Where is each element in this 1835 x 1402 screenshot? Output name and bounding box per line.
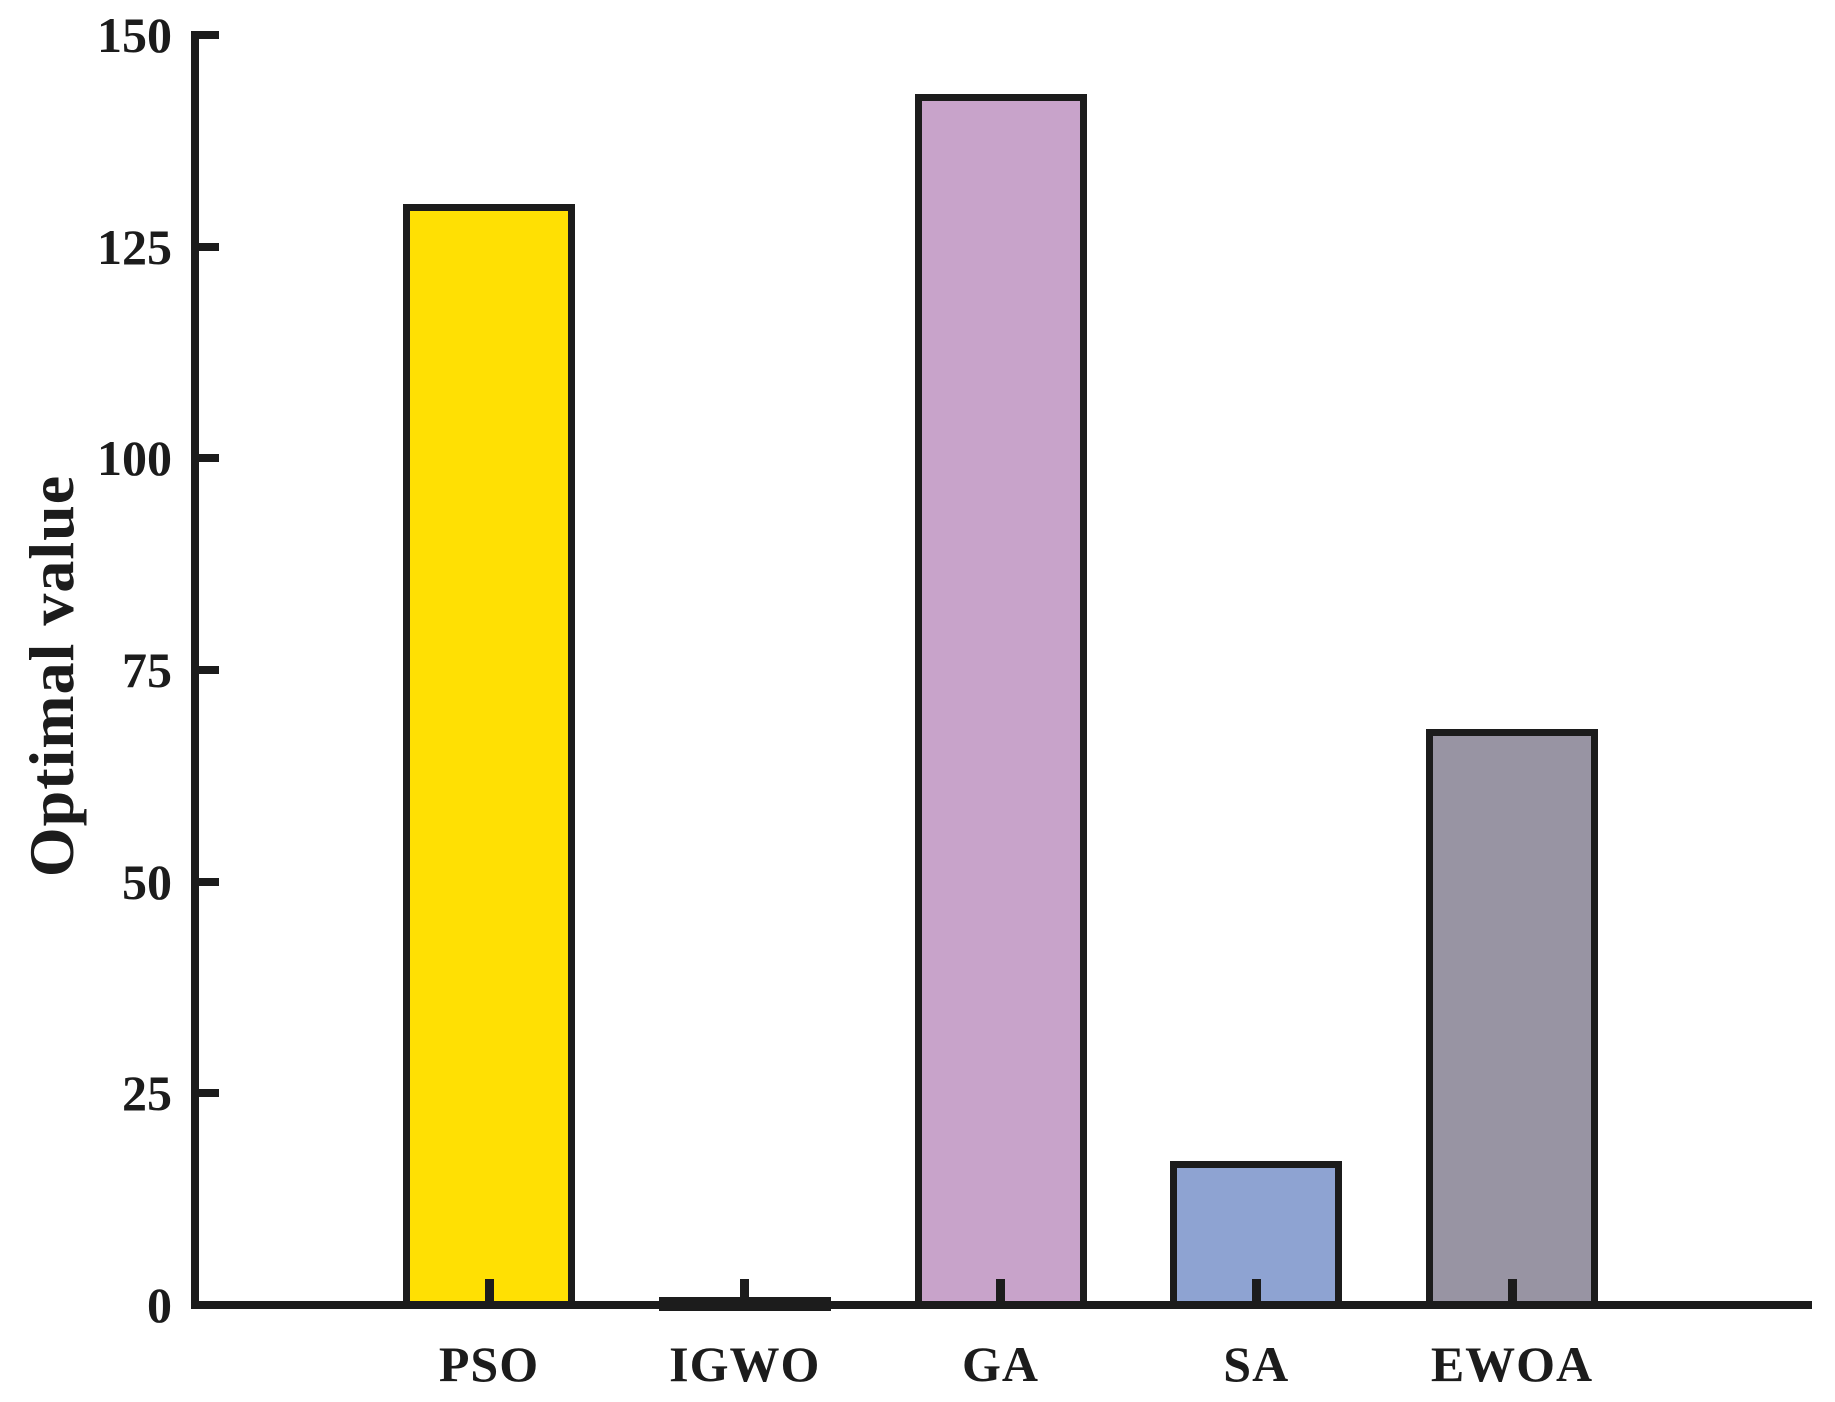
x-tick <box>996 1279 1005 1301</box>
x-tick <box>740 1279 750 1301</box>
x-axis-label-sa: SA <box>1223 1336 1290 1392</box>
x-axis-label-ewoa: EWOA <box>1430 1336 1594 1392</box>
y-axis-line <box>191 31 199 1309</box>
y-tick-label: 75 <box>122 642 172 698</box>
x-axis-label-igwo: IGWO <box>669 1336 821 1392</box>
x-tick <box>1507 1279 1517 1301</box>
y-tick-label: 125 <box>97 218 172 275</box>
y-tick <box>199 242 219 251</box>
bar-ga <box>914 94 1087 1309</box>
x-axis-label-ga: GA <box>962 1336 1039 1392</box>
bar-ewoa <box>1426 729 1598 1309</box>
x-tick <box>1251 1279 1261 1301</box>
y-tick <box>199 454 219 463</box>
bar-pso <box>403 204 575 1309</box>
y-tick-label: 0 <box>147 1277 172 1333</box>
y-tick-label: 25 <box>122 1065 172 1122</box>
y-tick <box>199 877 219 886</box>
y-tick <box>199 666 219 674</box>
x-tick <box>484 1279 494 1301</box>
y-tick <box>199 1089 219 1098</box>
y-tick-label: 100 <box>97 430 172 487</box>
y-tick <box>199 31 219 39</box>
bar-sa <box>1170 1161 1343 1309</box>
y-tick-label: 150 <box>97 7 172 63</box>
x-axis-line <box>191 1301 1812 1309</box>
x-axis-label-pso: PSO <box>438 1336 540 1392</box>
y-tick-label: 50 <box>122 853 172 910</box>
